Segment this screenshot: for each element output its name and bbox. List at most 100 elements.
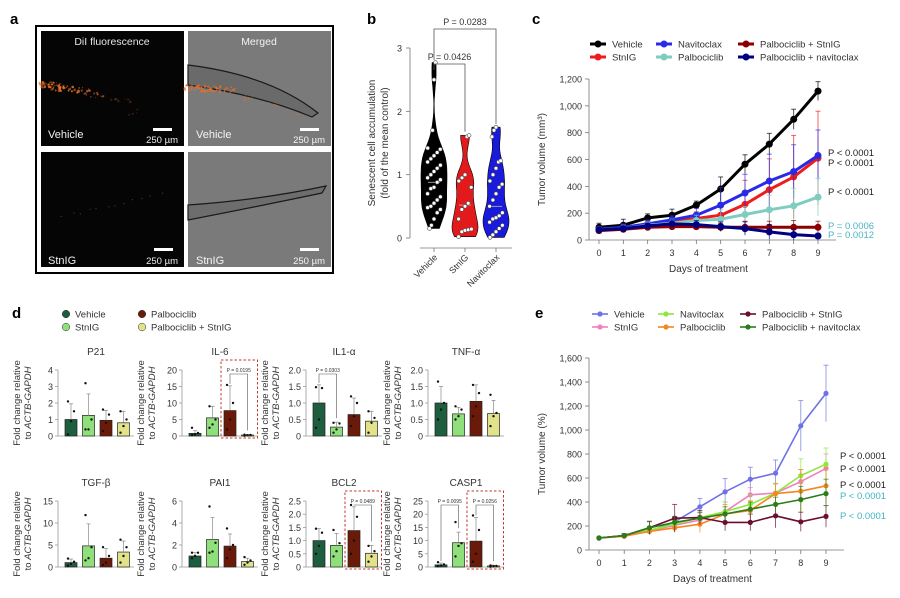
x-tick-label: Vehicle	[412, 252, 440, 280]
data-point	[765, 228, 773, 236]
panel-label-d: d	[12, 305, 21, 322]
y-tick-label: 800	[567, 128, 582, 138]
signal-dot	[243, 98, 247, 101]
data-point	[122, 424, 125, 428]
violin-stnig	[451, 135, 479, 237]
data-point	[228, 418, 232, 421]
data-point	[790, 202, 798, 210]
data-point	[436, 418, 440, 421]
y-axis-label-part: ACTB-GAPDH	[23, 497, 34, 560]
x-tick-label: 5	[723, 558, 728, 568]
data-point	[225, 383, 229, 387]
y-axis-label: Fold change relative	[12, 360, 23, 446]
data-point	[487, 220, 492, 225]
data-point	[87, 428, 90, 431]
data-point	[72, 560, 76, 563]
signal-dot	[79, 213, 81, 215]
data-point	[231, 401, 235, 405]
legend-marker	[660, 40, 668, 48]
signal-dot	[277, 106, 280, 108]
data-point	[208, 405, 211, 408]
data-point	[489, 393, 492, 396]
data-point	[208, 505, 211, 508]
legend-item-navitoclax: Navitoclax	[656, 40, 722, 51]
data-point	[596, 535, 602, 541]
y-axis-label: Fold change relative	[260, 360, 271, 446]
p-value-label: P = 0.0489	[351, 499, 375, 505]
signal-dot	[73, 212, 75, 214]
signal-dot	[64, 87, 66, 89]
data-point	[435, 150, 440, 155]
data-point	[490, 197, 496, 203]
data-point	[66, 564, 70, 567]
signal-dot	[84, 92, 87, 95]
data-point	[438, 163, 443, 168]
p-value-label: P < 0.0001	[840, 491, 886, 502]
data-point	[349, 424, 353, 428]
bar-stnig	[206, 539, 219, 568]
data-point	[823, 461, 829, 467]
data-point	[466, 133, 472, 138]
y-axis-label-part: to	[147, 429, 158, 440]
p-value-label: P = 0.0195	[227, 368, 251, 374]
data-point	[367, 431, 370, 434]
data-point	[436, 380, 440, 383]
data-point	[439, 408, 443, 411]
x-tick-label: 7	[767, 248, 772, 258]
panel-label-e: e	[535, 305, 543, 322]
signal-dot	[83, 92, 85, 95]
p-value-label: P < 0.0001	[840, 464, 886, 475]
data-point	[72, 410, 76, 413]
data-point	[457, 415, 460, 418]
data-point	[332, 431, 335, 434]
data-point	[317, 544, 321, 548]
data-point	[431, 201, 437, 206]
data-point	[442, 401, 446, 405]
data-point	[814, 152, 822, 159]
signal-dot	[229, 90, 233, 93]
data-point	[773, 501, 779, 507]
data-point	[249, 433, 252, 437]
signal-dot	[190, 88, 193, 91]
data-point	[747, 506, 753, 512]
data-point	[672, 519, 678, 526]
data-point	[90, 546, 93, 549]
data-point	[119, 410, 122, 413]
legend-item-stnig: StnIG	[590, 53, 636, 64]
signal-dot	[207, 90, 210, 93]
data-point	[471, 560, 475, 563]
bar-palbociclib	[223, 410, 237, 437]
y-tick-label: 1,000	[559, 426, 582, 436]
legend-label: Palbociclib	[678, 53, 723, 64]
data-point	[717, 223, 725, 231]
bar-vehicle	[434, 402, 448, 437]
data-point	[668, 220, 676, 228]
p-value-label: P = 0.0006	[828, 221, 874, 232]
x-tick-label: 4	[694, 248, 699, 258]
data-point	[460, 542, 463, 545]
signal-dot	[60, 215, 62, 218]
y-tick-label: 1,000	[559, 101, 582, 111]
data-point	[773, 513, 779, 519]
signal-dot	[196, 84, 200, 88]
signal-dot	[70, 90, 73, 93]
legend-label: Vehicle	[75, 310, 106, 321]
y-axis-label: to ACTB-GAPDH	[147, 366, 158, 439]
series-palbociclib-navitoclax	[595, 219, 822, 240]
data-point	[332, 555, 335, 558]
data-point	[814, 223, 822, 231]
data-point	[495, 411, 498, 415]
data-point	[459, 175, 465, 181]
signal-dot	[41, 80, 45, 84]
legend-marker	[742, 40, 750, 48]
signal-dot	[40, 86, 42, 88]
data-point	[425, 159, 430, 165]
data-point	[119, 538, 122, 541]
data-point	[435, 180, 440, 185]
scale-bar-label: 250 µm	[146, 256, 178, 267]
signal-dot	[78, 86, 81, 89]
p-value-label: P = 0.0426	[428, 52, 472, 62]
signal-dot	[51, 84, 53, 86]
legend-item-palbociclib-stnig: Palbociclib + StnIG	[137, 323, 232, 334]
